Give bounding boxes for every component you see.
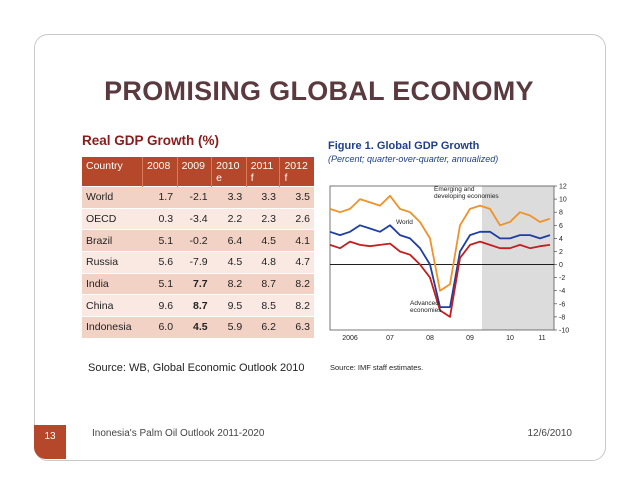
cell-country: Russia bbox=[82, 251, 143, 274]
y-tick-label: -2 bbox=[559, 275, 565, 282]
y-tick-label: 2 bbox=[559, 249, 563, 256]
cell-value: 2.2 bbox=[211, 207, 247, 230]
header-2009: 2009 bbox=[177, 157, 213, 187]
figure-source: Source: IMF staff estimates. bbox=[330, 363, 424, 372]
cell-value: 9.6 bbox=[142, 294, 178, 317]
header-2008: 2008 bbox=[142, 157, 178, 187]
x-tick-label: 08 bbox=[426, 335, 434, 342]
cell-value: 8.5 bbox=[246, 294, 280, 317]
figure-subtitle: (Percent; quarter-over-quarter, annualiz… bbox=[328, 154, 499, 164]
y-tick-label: -10 bbox=[559, 328, 569, 335]
y-tick-label: -8 bbox=[559, 314, 565, 321]
series-line bbox=[329, 224, 551, 308]
cell-value: 4.5 bbox=[177, 316, 212, 338]
table-row: Indonesia 6.0 4.5 5.9 6.2 6.3 bbox=[82, 316, 314, 338]
x-tick-label: 11 bbox=[538, 335, 545, 342]
cell-value: -2.1 bbox=[177, 186, 212, 209]
cell-value: 6.2 bbox=[246, 316, 280, 338]
cell-value: 5.1 bbox=[142, 229, 178, 252]
cell-country: Brazil bbox=[82, 229, 143, 252]
y-tick-label: -4 bbox=[559, 288, 565, 295]
cell-value: 6.3 bbox=[279, 316, 314, 338]
series-line bbox=[329, 194, 551, 292]
y-tick-label: 12 bbox=[559, 184, 567, 191]
header-2010: 2010 e bbox=[211, 157, 247, 187]
cell-value: -3.4 bbox=[177, 207, 212, 230]
cell-value: 3.3 bbox=[246, 186, 280, 209]
cell-value: 2.6 bbox=[279, 207, 314, 230]
table-header-row: Country 2008 2009 2010 e 2011 f 2012 f bbox=[82, 157, 314, 187]
y-tick-label: 0 bbox=[559, 262, 563, 269]
cell-value: 5.1 bbox=[142, 272, 178, 295]
cell-value: 5.9 bbox=[211, 316, 247, 338]
cell-value: 5.6 bbox=[142, 251, 178, 274]
cell-value: 4.5 bbox=[246, 229, 280, 252]
cell-value: 3.5 bbox=[279, 186, 314, 209]
x-tick-label: 09 bbox=[466, 335, 474, 342]
table-source: Source: WB, Global Economic Outlook 2010 bbox=[88, 362, 305, 374]
gdp-table: Country 2008 2009 2010 e 2011 f 2012 f W… bbox=[82, 157, 314, 338]
y-tick-label: -6 bbox=[559, 301, 565, 308]
page-number: 13 bbox=[34, 425, 66, 459]
cell-value: 1.7 bbox=[142, 186, 178, 209]
table-title: Real GDP Growth (%) bbox=[82, 133, 220, 148]
cell-value: 4.1 bbox=[279, 229, 314, 252]
cell-value: 3.3 bbox=[211, 186, 247, 209]
x-tick-label: 07 bbox=[386, 335, 394, 342]
cell-country: India bbox=[82, 272, 143, 295]
slide-title: PROMISING GLOBAL ECONOMY bbox=[104, 76, 534, 106]
header-country: Country bbox=[82, 157, 143, 187]
shaded-region bbox=[482, 186, 554, 330]
cell-country: Indonesia bbox=[82, 316, 143, 338]
table-row: World 1.7 -2.1 3.3 3.3 3.5 bbox=[82, 186, 314, 209]
series-annotation: World bbox=[396, 219, 413, 226]
plot-frame bbox=[329, 185, 555, 331]
y-tick-label: 6 bbox=[559, 223, 563, 230]
cell-value: 8.7 bbox=[246, 272, 280, 295]
table-row: Brazil 5.1 -0.2 6.4 4.5 4.1 bbox=[82, 229, 314, 252]
cell-value: 6.4 bbox=[211, 229, 247, 252]
series-line bbox=[329, 240, 551, 318]
cell-country: China bbox=[82, 294, 143, 317]
cell-value: 9.5 bbox=[211, 294, 247, 317]
footer-left-text: Inonesia's Palm Oil Outlook 2011-2020 bbox=[92, 428, 265, 439]
table-row: OECD 0.3 -3.4 2.2 2.3 2.6 bbox=[82, 207, 314, 230]
figure-title: Figure 1. Global GDP Growth bbox=[328, 140, 480, 152]
cell-country: World bbox=[82, 186, 143, 209]
y-tick-label: 10 bbox=[559, 197, 567, 204]
cell-value: 0.3 bbox=[142, 207, 178, 230]
x-tick-label: 10 bbox=[506, 335, 514, 342]
y-tick-label: 8 bbox=[559, 210, 563, 217]
x-tick-label: 2006 bbox=[342, 335, 358, 342]
cell-value: 7.7 bbox=[177, 272, 212, 295]
series-annotation: Advanced economies bbox=[410, 300, 442, 314]
series-annotation: Emerging and developing economies bbox=[434, 186, 499, 200]
cell-value: -0.2 bbox=[177, 229, 212, 252]
cell-value: 8.2 bbox=[279, 294, 314, 317]
table-row: Russia 5.6 -7.9 4.5 4.8 4.7 bbox=[82, 251, 314, 274]
footer-date: 12/6/2010 bbox=[527, 428, 573, 439]
cell-value: 4.5 bbox=[211, 251, 247, 274]
cell-value: 8.7 bbox=[177, 294, 212, 317]
cell-value: 4.7 bbox=[279, 251, 314, 274]
table-row: India 5.1 7.7 8.2 8.7 8.2 bbox=[82, 272, 314, 295]
header-2012: 2012 f bbox=[279, 157, 314, 187]
cell-value: 2.3 bbox=[246, 207, 280, 230]
cell-value: 8.2 bbox=[279, 272, 314, 295]
cell-country: OECD bbox=[82, 207, 143, 230]
cell-value: 4.8 bbox=[246, 251, 280, 274]
table-row: China 9.6 8.7 9.5 8.5 8.2 bbox=[82, 294, 314, 317]
y-tick-label: 4 bbox=[559, 236, 563, 243]
cell-value: 8.2 bbox=[211, 272, 247, 295]
cell-value: -7.9 bbox=[177, 251, 212, 274]
gdp-line-chart: 12 10 8 6 4 2 0 -2 -4 -6 -8 -10 2006 07 08 09 10 11 Emergi… bbox=[329, 184, 569, 342]
header-2011: 2011 f bbox=[246, 157, 281, 187]
cell-value: 6.0 bbox=[142, 316, 178, 338]
